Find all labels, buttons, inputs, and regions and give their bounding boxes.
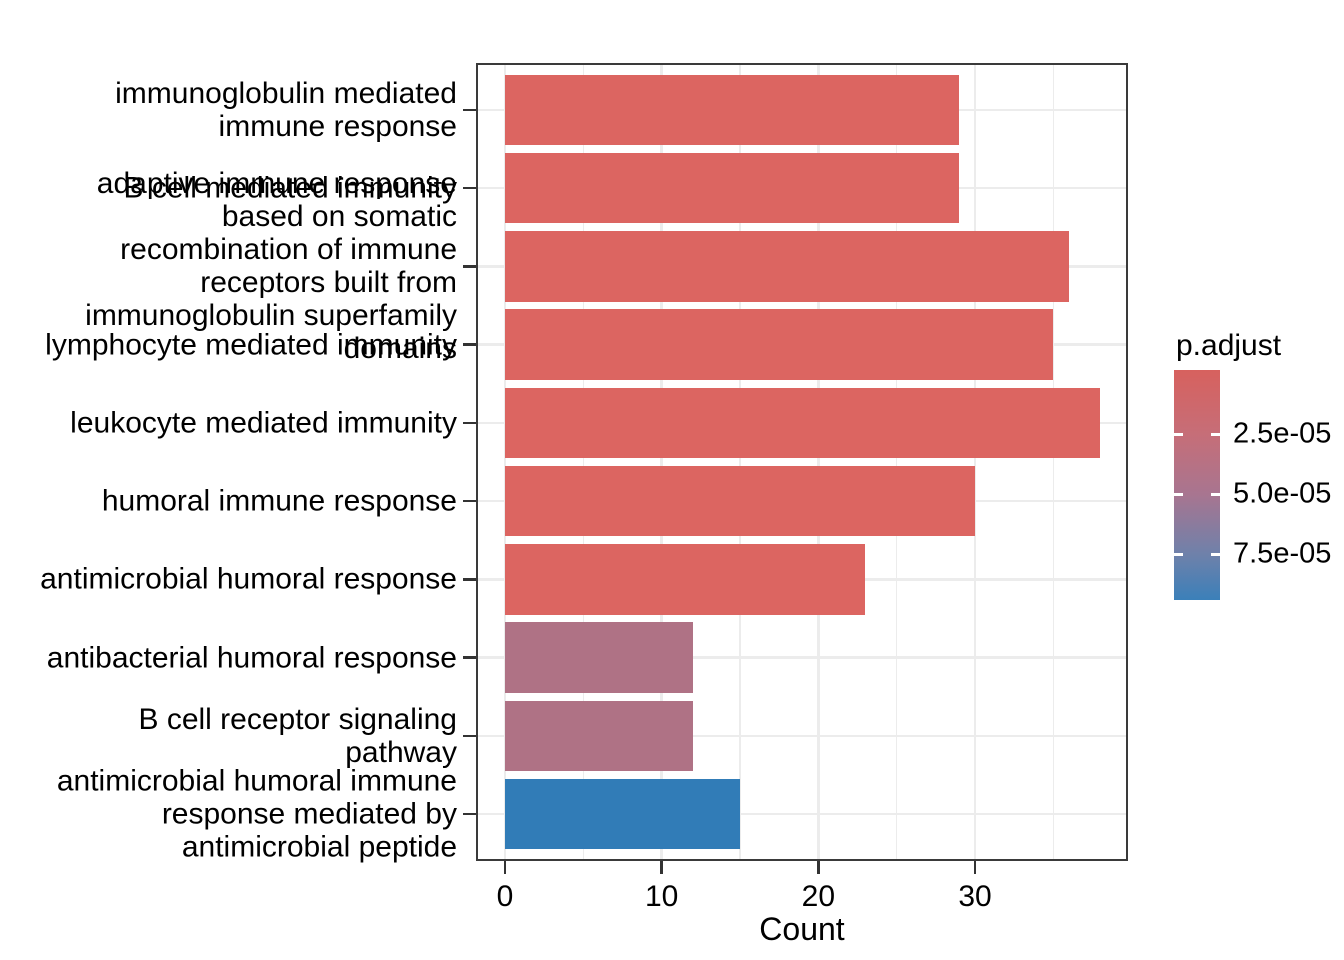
legend-gradient-bar (1174, 370, 1220, 600)
x-axis-tick (660, 861, 663, 874)
y-axis-tick (463, 734, 476, 738)
x-axis-title: Count (759, 911, 845, 947)
y-axis-label-line: B cell mediated immunity (123, 171, 457, 205)
y-axis-tick (463, 343, 476, 346)
bar (505, 544, 866, 615)
y-axis-label-line: recombination of immune (120, 233, 457, 267)
bar (505, 387, 1101, 459)
y-axis-label-line: leukocyte mediated immunity (70, 406, 457, 440)
y-axis-label-line: B cell receptor signaling (138, 702, 457, 736)
y-axis-tick (463, 578, 476, 581)
y-axis-label-line: antimicrobial humoral response (40, 562, 457, 596)
y-axis-label: antimicrobial humoral response (40, 563, 457, 596)
y-axis-label-line: domains (343, 332, 457, 366)
y-axis-label: immunoglobulin mediated immune response (115, 77, 457, 143)
x-axis-tick-label: 10 (644, 880, 679, 913)
y-axis-label-line: antibacterial humoral response (46, 641, 457, 675)
gridline-minor-vertical (895, 63, 898, 861)
x-axis-tick (817, 861, 820, 874)
gridline-minor-vertical (582, 63, 585, 861)
legend-tick-mark (1211, 552, 1220, 556)
gridline-minor-vertical (1052, 63, 1055, 861)
legend-tick-mark (1174, 552, 1183, 556)
x-axis-tick (503, 861, 507, 874)
gridline-minor-vertical (739, 63, 741, 861)
y-axis-label-line: humoral immune response (101, 484, 457, 518)
y-axis-label: adaptive immune response based on somatic… (85, 167, 457, 365)
y-axis-label-line: immunoglobulin mediated (115, 76, 457, 110)
y-axis-tick (463, 812, 476, 816)
gridline-major-horizontal (476, 734, 1128, 737)
legend-title: p.adjust (1176, 329, 1282, 362)
y-axis-tick (463, 421, 476, 425)
y-axis-label-line: receptors built from (200, 266, 457, 300)
legend-tick-mark (1211, 492, 1220, 496)
y-axis-label: antibacterial humoral response (47, 641, 457, 674)
y-axis-label-line: antimicrobial peptide (181, 830, 457, 864)
y-axis-label-line: adaptive immune response (96, 167, 457, 201)
y-axis-tick (463, 108, 476, 112)
legend-tick-mark (1174, 432, 1183, 436)
gridline-major-vertical (817, 63, 820, 861)
y-axis-label-line: pathway (345, 735, 457, 769)
bar (505, 74, 960, 146)
y-axis-label: lymphocyte mediated immunity (45, 328, 457, 361)
legend-tick-mark (1174, 492, 1183, 496)
y-axis-label-line: antimicrobial humoral immune (56, 764, 457, 798)
x-axis-tick-label: 30 (958, 880, 992, 913)
gridline-major-horizontal (476, 812, 1128, 816)
gridline-major-vertical (660, 63, 663, 861)
y-axis-label: B cell mediated immunity (124, 172, 457, 205)
y-axis-tick (463, 265, 476, 268)
legend-tick-label: 7.5e-05 (1233, 537, 1332, 570)
y-axis-label: leukocyte mediated immunity (70, 406, 457, 439)
bar (505, 152, 960, 224)
y-axis-tick (463, 499, 476, 503)
bar (505, 778, 740, 850)
x-axis-tick (973, 861, 977, 874)
gridline-major-vertical (973, 63, 977, 861)
legend-tick-mark (1211, 432, 1220, 436)
y-axis-label: humoral immune response (102, 485, 457, 518)
gridline-major-vertical (503, 63, 507, 861)
bar (505, 622, 693, 693)
y-axis-label-line: based on somatic (221, 200, 457, 234)
y-axis-tick (463, 656, 476, 659)
y-axis-label-line: immunoglobulin superfamily (85, 299, 457, 333)
bar (505, 700, 693, 772)
legend-tick-label: 5.0e-05 (1233, 477, 1332, 510)
bar (505, 309, 1054, 380)
plot-panel (476, 63, 1128, 861)
gridline-major-horizontal (476, 656, 1128, 659)
x-axis-tick-label: 0 (496, 880, 514, 913)
y-axis-label-line: immune response (218, 109, 457, 143)
y-axis-label-line: lymphocyte mediated immunity (45, 328, 457, 362)
x-axis-tick-label: 20 (801, 880, 836, 913)
y-axis-label: B cell receptor signaling pathway (138, 703, 457, 769)
y-axis-label: antimicrobial humoral immune response med… (57, 765, 457, 864)
y-axis-label-line: response mediated by (161, 797, 457, 831)
bar (505, 231, 1069, 302)
bar (505, 465, 975, 537)
legend-tick-label: 2.5e-05 (1233, 417, 1332, 450)
y-axis-tick (463, 186, 476, 190)
